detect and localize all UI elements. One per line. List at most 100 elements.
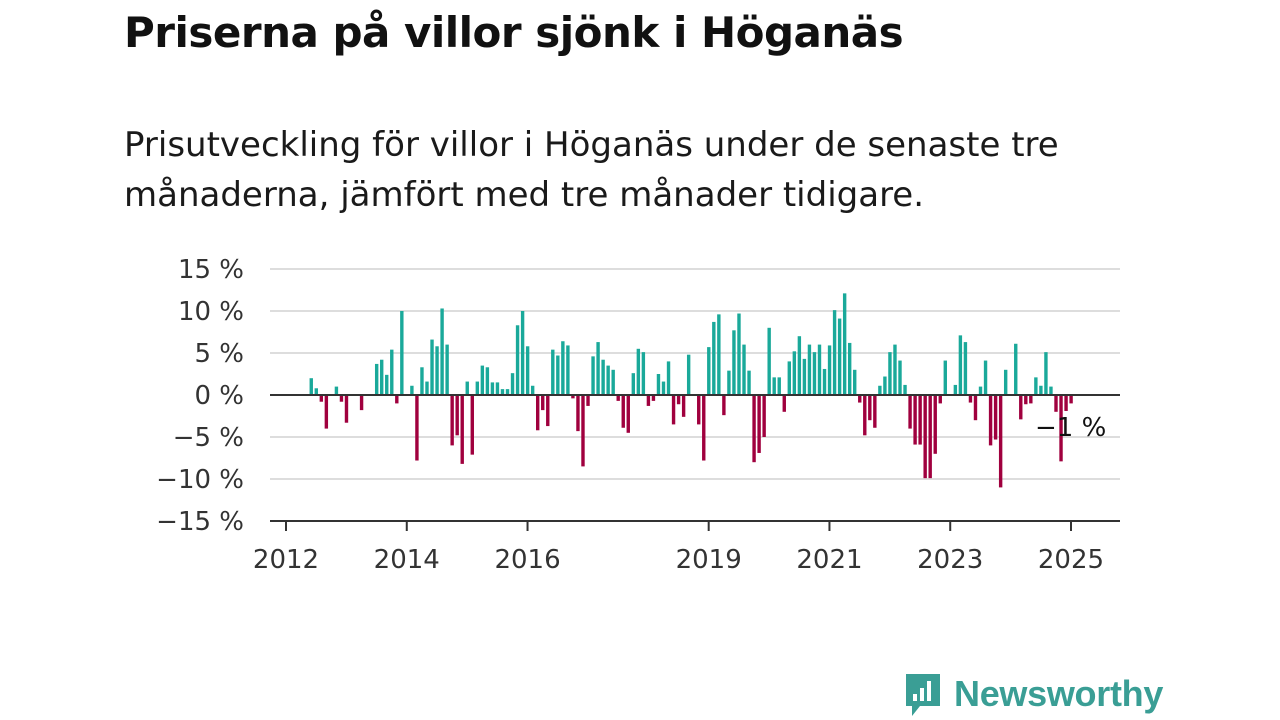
bar xyxy=(913,395,917,445)
bar xyxy=(958,335,963,395)
bar xyxy=(646,395,651,406)
bar xyxy=(314,388,318,395)
bar xyxy=(797,336,802,395)
bar xyxy=(561,341,565,395)
grid-lines xyxy=(270,268,1120,480)
bar xyxy=(747,370,751,395)
bar xyxy=(656,374,661,395)
y-tick-label: 0 % xyxy=(194,381,244,411)
bar xyxy=(566,345,570,395)
bar xyxy=(893,344,897,395)
bar xyxy=(1024,395,1028,405)
bar xyxy=(495,382,500,395)
bar xyxy=(983,360,988,395)
bar xyxy=(888,352,892,395)
bar xyxy=(686,354,691,395)
bar xyxy=(1049,386,1053,395)
bar xyxy=(470,395,474,455)
bar xyxy=(1059,395,1063,462)
x-tick-label: 2019 xyxy=(676,545,742,575)
bar xyxy=(626,395,630,433)
bar xyxy=(1044,352,1048,395)
bar xyxy=(576,395,580,432)
y-tick-label: −5 % xyxy=(173,423,244,453)
bar xyxy=(933,395,937,454)
last-value-label: −1 % xyxy=(1035,413,1106,443)
x-tick-label: 2023 xyxy=(917,545,983,575)
bar xyxy=(742,344,746,395)
bar xyxy=(767,327,771,395)
bar xyxy=(571,395,575,399)
bar xyxy=(1029,395,1033,404)
bar xyxy=(1014,343,1018,395)
bar xyxy=(757,395,761,453)
bar xyxy=(536,395,540,431)
bar xyxy=(390,349,394,395)
bar xyxy=(681,395,686,417)
bar xyxy=(827,345,832,395)
bar xyxy=(822,368,827,395)
bar xyxy=(400,311,404,395)
bar xyxy=(324,395,329,429)
newsworthy-logo-icon xyxy=(906,674,940,716)
bar xyxy=(661,381,666,395)
bar xyxy=(847,342,852,395)
x-tick-label: 2025 xyxy=(1038,545,1104,575)
bar xyxy=(385,374,389,395)
bar xyxy=(1039,385,1043,395)
bar xyxy=(601,359,605,395)
bar xyxy=(737,313,741,395)
bar xyxy=(551,349,555,395)
bar xyxy=(908,395,912,429)
bar xyxy=(938,395,942,404)
bar xyxy=(676,395,681,405)
y-tick-label: 10 % xyxy=(178,297,244,327)
bar xyxy=(525,346,530,395)
bar xyxy=(1054,395,1058,412)
bar xyxy=(440,308,444,395)
bar xyxy=(782,395,786,412)
bar xyxy=(873,395,877,428)
bar xyxy=(596,342,600,395)
bar xyxy=(978,386,983,395)
bar xyxy=(1034,377,1038,395)
bar xyxy=(837,318,842,395)
bar xyxy=(717,314,721,395)
bar xyxy=(807,344,812,395)
y-tick-label: 15 % xyxy=(178,255,244,285)
bar xyxy=(631,373,636,395)
bar xyxy=(792,351,797,395)
bar xyxy=(762,395,766,437)
bar xyxy=(485,367,490,395)
bar xyxy=(490,382,495,395)
bar xyxy=(752,395,756,463)
chart-subtitle: Prisutveckling för villor i Höganäs unde… xyxy=(124,125,1059,215)
bar xyxy=(445,344,449,395)
bar xyxy=(430,339,434,395)
bar xyxy=(988,395,993,446)
bar xyxy=(359,395,364,411)
bar xyxy=(556,355,560,395)
bar xyxy=(868,395,872,421)
bar xyxy=(465,381,469,395)
bar xyxy=(420,367,424,395)
bar xyxy=(425,381,429,395)
bar xyxy=(697,395,701,425)
bar xyxy=(953,384,958,395)
bar xyxy=(883,376,887,395)
bar xyxy=(802,358,807,395)
bar xyxy=(475,381,480,395)
bar xyxy=(923,395,927,479)
bar xyxy=(968,395,973,403)
bar xyxy=(334,386,339,395)
bar xyxy=(787,361,791,395)
bar xyxy=(586,395,590,406)
bar xyxy=(380,359,384,395)
bar xyxy=(671,395,676,425)
bar xyxy=(943,360,947,395)
bar xyxy=(772,377,776,395)
bar xyxy=(863,395,867,436)
bar xyxy=(460,395,464,464)
bar xyxy=(1069,395,1073,404)
bar xyxy=(973,395,978,421)
